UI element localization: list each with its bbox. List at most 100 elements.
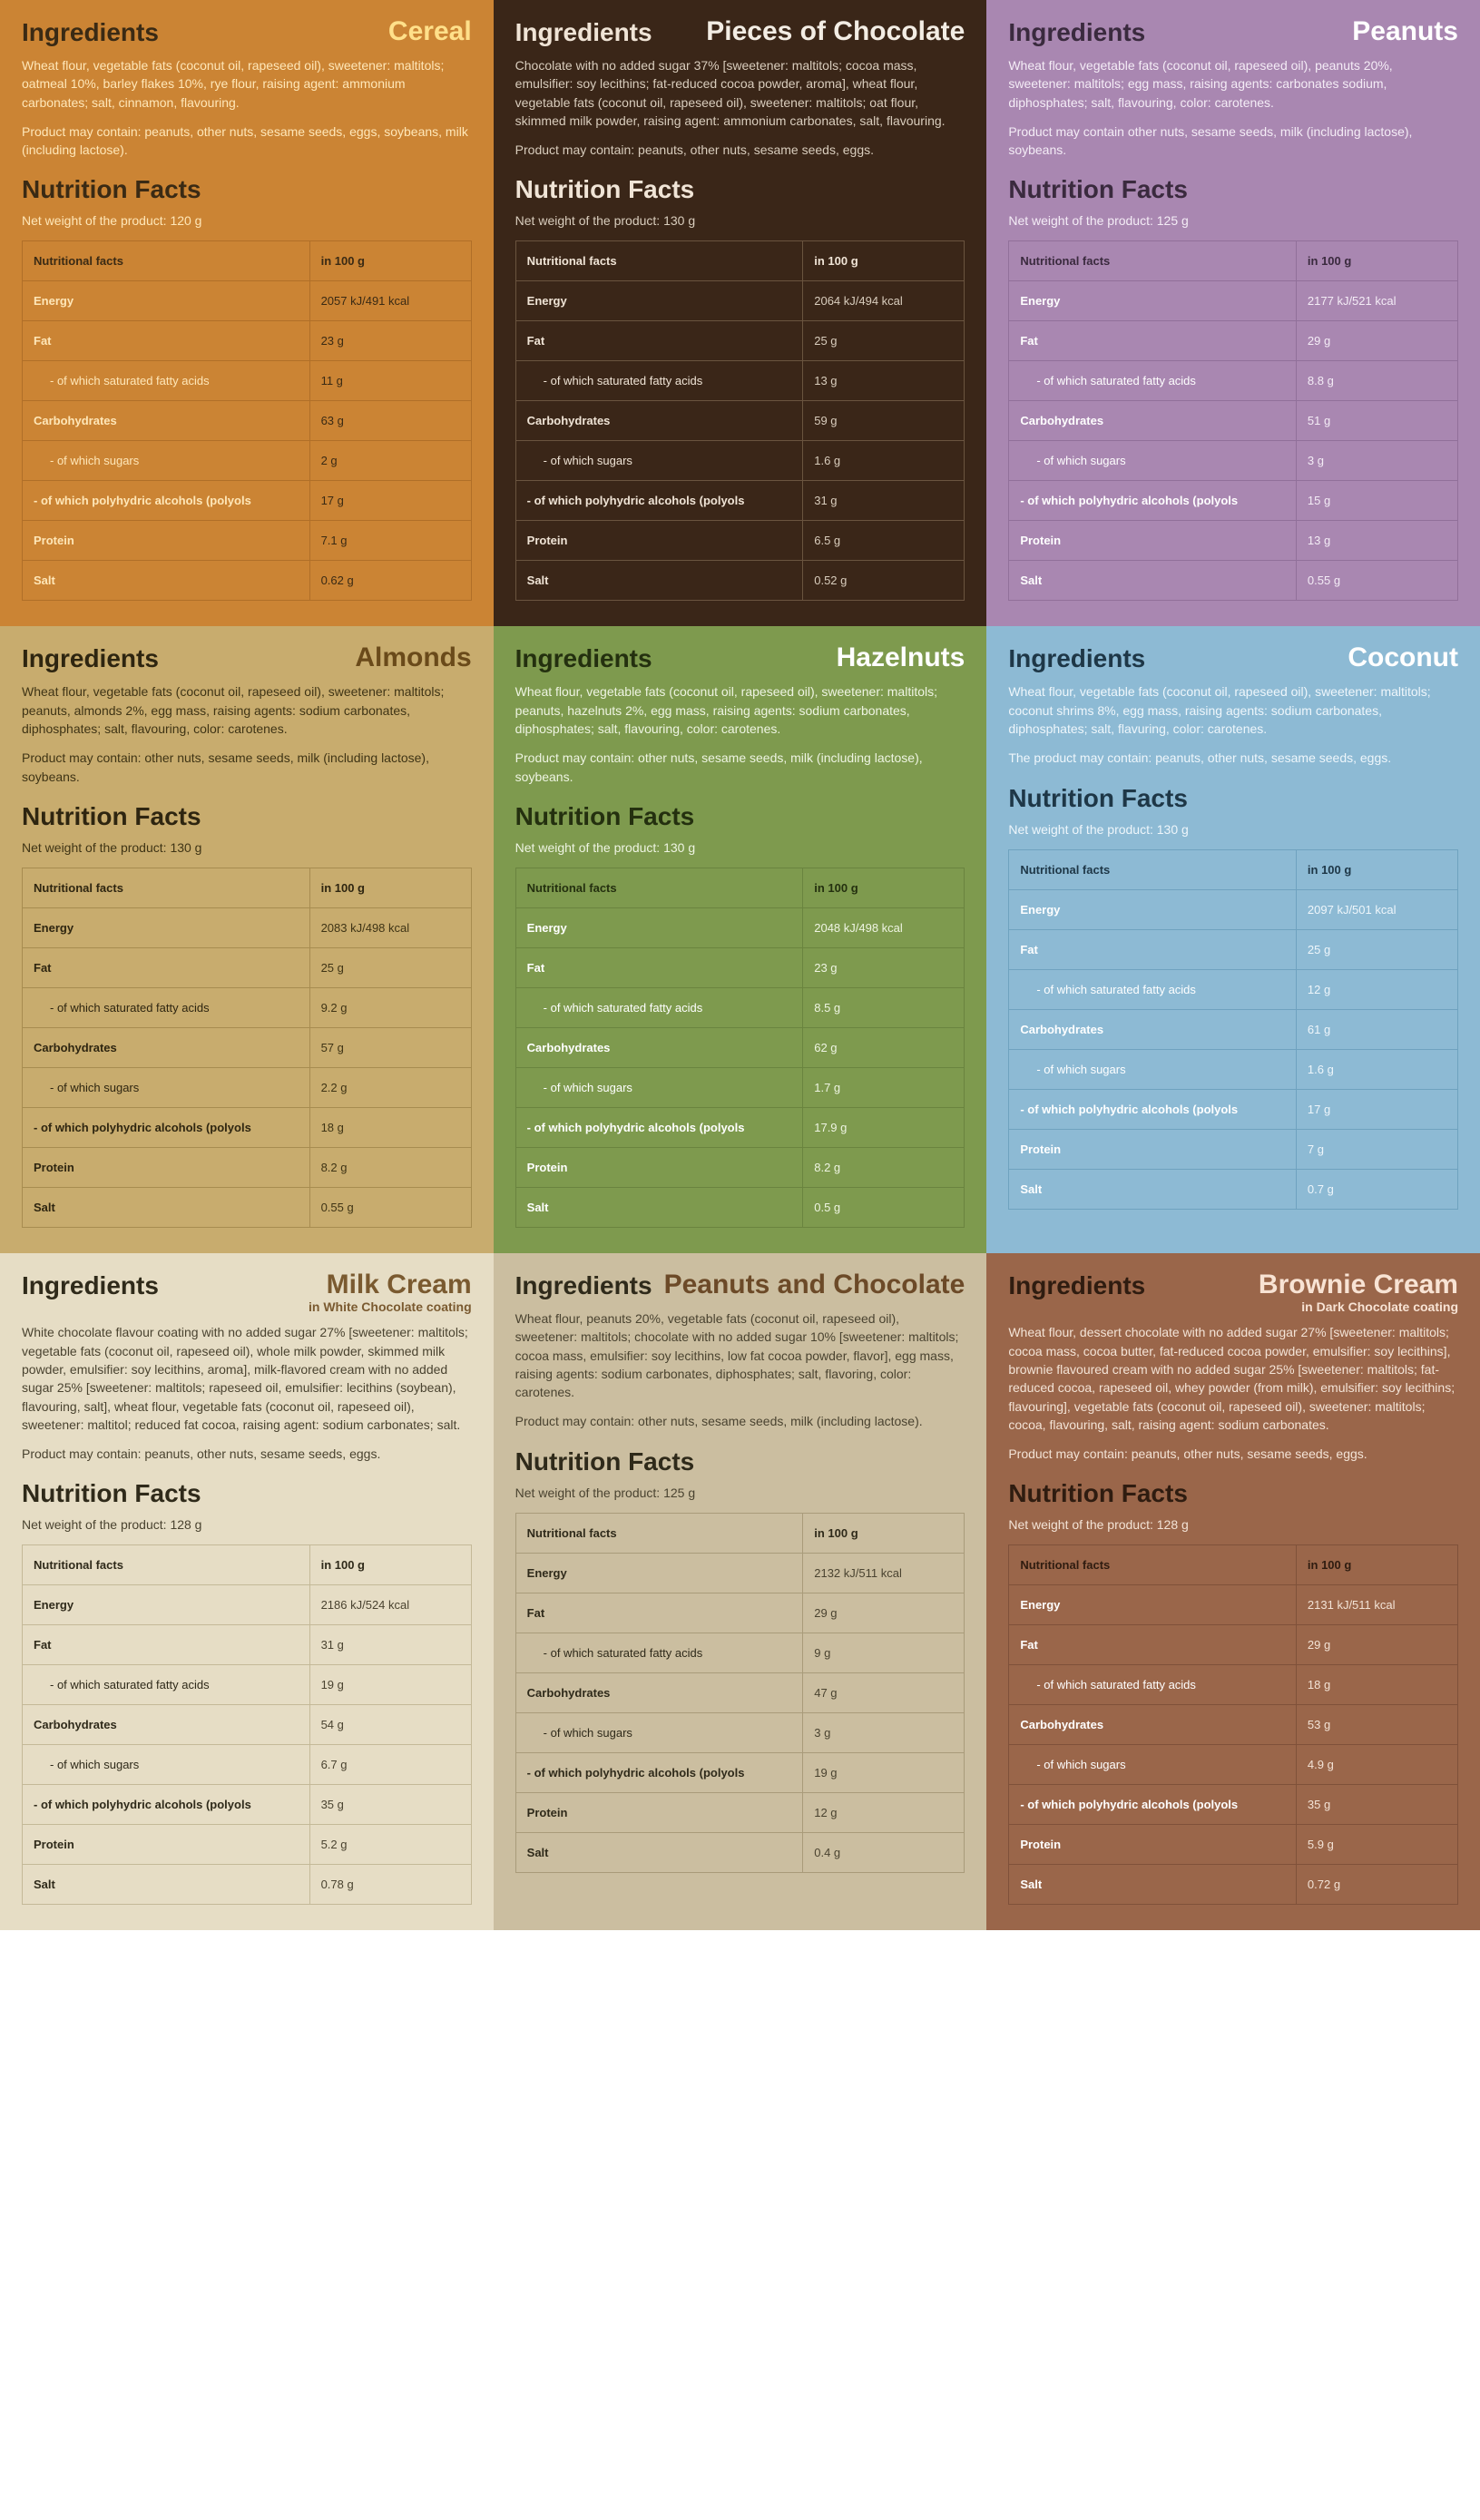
table-row: Fat23 g [515, 947, 965, 987]
may-contain-text: The product may contain: peanuts, other … [1008, 749, 1458, 767]
fact-value: 23 g [803, 947, 965, 987]
card-header: Ingredients Milk Creamin White Chocolate … [22, 1271, 472, 1314]
table-row: - of which sugars1.6 g [1009, 1049, 1458, 1089]
table-header: Nutritional facts [1009, 241, 1297, 281]
fact-value: 35 g [1296, 1785, 1457, 1825]
fact-label: Fat [1009, 929, 1297, 969]
fact-value: 29 g [1296, 321, 1457, 361]
nutrition-facts-heading: Nutrition Facts [1008, 1479, 1458, 1508]
fact-label: Carbohydrates [515, 1027, 803, 1067]
fact-label: Salt [23, 1187, 310, 1227]
fact-label: Salt [1009, 1169, 1297, 1209]
fact-value: 15 g [1296, 481, 1457, 521]
net-weight-label: Net weight of the product: [1008, 1517, 1156, 1532]
table-row: Protein12 g [515, 1792, 965, 1832]
net-weight-label: Net weight of the product: [515, 213, 663, 228]
fact-value: 8.2 g [309, 1147, 471, 1187]
product-title: Coconut [1348, 644, 1458, 672]
net-weight: Net weight of the product: 130 g [1008, 822, 1458, 837]
net-weight-value: 130 g [663, 213, 695, 228]
fact-label: Salt [515, 1187, 803, 1227]
net-weight: Net weight of the product: 128 g [22, 1517, 472, 1532]
table-header: in 100 g [1296, 1545, 1457, 1585]
product-title-wrap: Milk Creamin White Chocolate coating [309, 1271, 472, 1314]
fact-value: 25 g [309, 947, 471, 987]
table-row: Protein8.2 g [23, 1147, 472, 1187]
net-weight: Net weight of the product: 125 g [1008, 213, 1458, 228]
fact-label: - of which sugars [515, 1712, 803, 1752]
fact-value: 2.2 g [309, 1067, 471, 1107]
fact-value: 0.7 g [1296, 1169, 1457, 1209]
fact-value: 9.2 g [309, 987, 471, 1027]
fact-value: 3 g [1296, 441, 1457, 481]
fact-label: Carbohydrates [23, 401, 310, 441]
may-contain-text: Product may contain: peanuts, other nuts… [22, 1445, 472, 1463]
fact-value: 0.5 g [803, 1187, 965, 1227]
table-row: - of which polyhydric alcohols (polyols1… [23, 481, 472, 521]
table-header: in 100 g [803, 1513, 965, 1553]
table-row: Protein6.5 g [515, 521, 965, 561]
fact-value: 17.9 g [803, 1107, 965, 1147]
table-row: Energy2064 kJ/494 kcal [515, 281, 965, 321]
fact-label: Carbohydrates [23, 1027, 310, 1067]
fact-value: 12 g [1296, 969, 1457, 1009]
may-contain-text: Product may contain: other nuts, sesame … [515, 1412, 965, 1430]
product-title: Brownie Cream [1259, 1271, 1458, 1299]
table-header: Nutritional facts [1009, 849, 1297, 889]
table-row: Salt0.55 g [1009, 561, 1458, 601]
table-row: Salt0.62 g [23, 561, 472, 601]
fact-label: - of which sugars [1009, 1745, 1297, 1785]
table-row: Protein8.2 g [515, 1147, 965, 1187]
ingredients-text: Wheat flour, vegetable fats (coconut oil… [22, 56, 472, 112]
table-row: Salt0.55 g [23, 1187, 472, 1227]
product-subtitle: in White Chocolate coating [309, 1300, 472, 1314]
net-weight-value: 125 g [1157, 213, 1189, 228]
table-row: - of which saturated fatty acids9.2 g [23, 987, 472, 1027]
table-row: Fat29 g [1009, 321, 1458, 361]
product-title: Cereal [388, 18, 472, 45]
fact-label: Fat [515, 947, 803, 987]
fact-value: 2097 kJ/501 kcal [1296, 889, 1457, 929]
fact-label: Fat [515, 1593, 803, 1633]
fact-label: Carbohydrates [515, 1672, 803, 1712]
ingredients-heading: Ingredients [1008, 18, 1145, 47]
table-row: Salt0.52 g [515, 561, 965, 601]
table-row: Carbohydrates57 g [23, 1027, 472, 1067]
table-row: Fat29 g [515, 1593, 965, 1633]
fact-value: 2048 kJ/498 kcal [803, 907, 965, 947]
ingredients-text: Wheat flour, vegetable fats (coconut oil… [1008, 56, 1458, 112]
fact-label: Fat [515, 321, 803, 361]
table-row: Energy2186 kJ/524 kcal [23, 1585, 472, 1625]
product-title: Peanuts [1352, 18, 1458, 45]
fact-label: Carbohydrates [1009, 1705, 1297, 1745]
nutrition-facts-heading: Nutrition Facts [1008, 175, 1458, 204]
ingredients-heading: Ingredients [1008, 644, 1145, 673]
fact-value: 13 g [803, 361, 965, 401]
fact-value: 2131 kJ/511 kcal [1296, 1585, 1457, 1625]
table-row: Carbohydrates54 g [23, 1705, 472, 1745]
fact-label: - of which saturated fatty acids [515, 1633, 803, 1672]
ingredients-heading: Ingredients [22, 1271, 159, 1300]
fact-label: Energy [515, 1553, 803, 1593]
card-header: IngredientsHazelnuts [515, 644, 965, 673]
nutrition-card: IngredientsCerealWheat flour, vegetable … [0, 0, 494, 626]
fact-label: Protein [23, 1825, 310, 1865]
table-row: Fat31 g [23, 1625, 472, 1665]
card-header: IngredientsAlmonds [22, 644, 472, 673]
nutrition-table: Nutritional factsin 100 gEnergy2186 kJ/5… [22, 1544, 472, 1905]
fact-label: Protein [1009, 521, 1297, 561]
table-row: - of which polyhydric alcohols (polyols3… [23, 1785, 472, 1825]
fact-value: 61 g [1296, 1009, 1457, 1049]
table-row: - of which sugars1.7 g [515, 1067, 965, 1107]
fact-value: 5.2 g [309, 1825, 471, 1865]
product-title: Pieces of Chocolate [706, 18, 965, 45]
fact-value: 2177 kJ/521 kcal [1296, 281, 1457, 321]
table-row: - of which polyhydric alcohols (polyols3… [1009, 1785, 1458, 1825]
nutrition-table: Nutritional factsin 100 gEnergy2064 kJ/4… [515, 240, 965, 601]
fact-value: 19 g [309, 1665, 471, 1705]
card-header: IngredientsBrownie Creamin Dark Chocolat… [1008, 1271, 1458, 1314]
ingredients-text: Wheat flour, vegetable fats (coconut oil… [515, 682, 965, 738]
net-weight-label: Net weight of the product: [22, 1517, 170, 1532]
table-row: Protein5.9 g [1009, 1825, 1458, 1865]
fact-value: 18 g [309, 1107, 471, 1147]
